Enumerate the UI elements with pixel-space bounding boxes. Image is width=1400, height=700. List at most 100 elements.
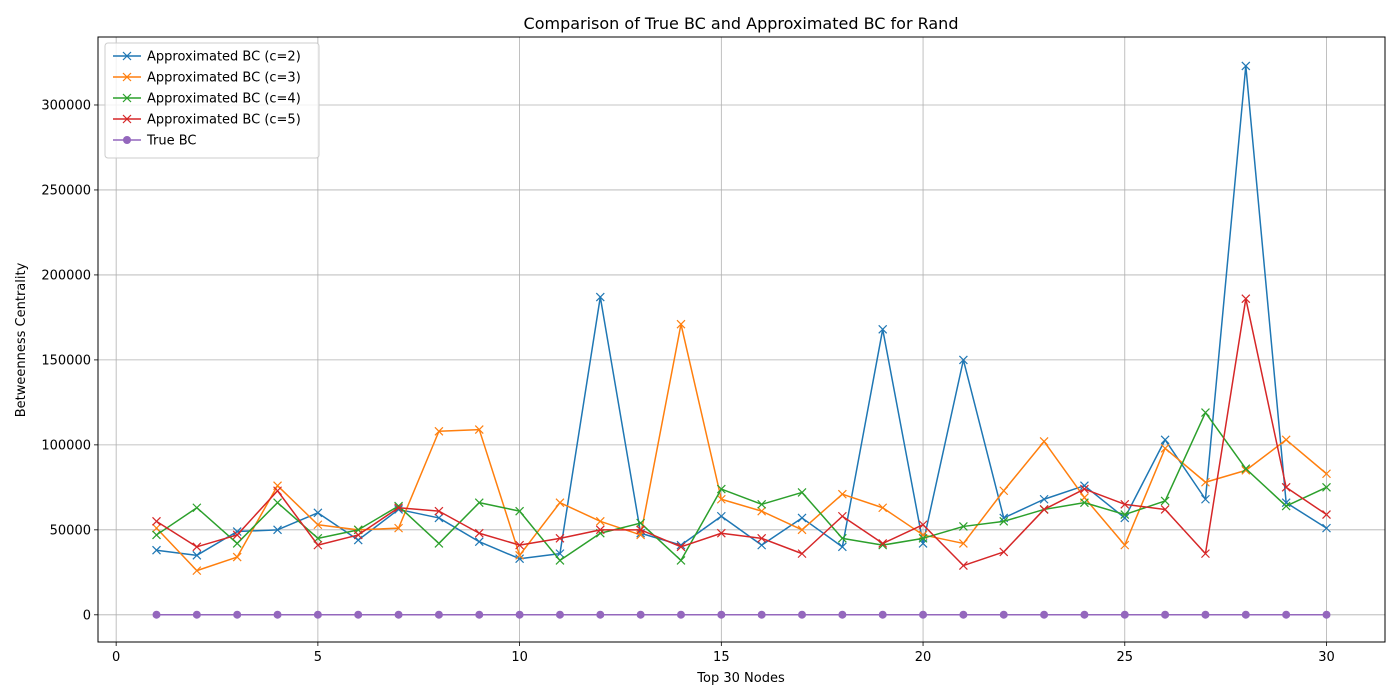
chart-title: Comparison of True BC and Approximated B…: [524, 14, 959, 33]
data-point: [515, 554, 525, 564]
marker-stroke: [313, 520, 323, 530]
data-point: [716, 484, 726, 494]
x-tick-label: 10: [511, 650, 528, 665]
marker-stroke: [757, 506, 767, 516]
marker-stroke: [676, 319, 686, 329]
data-point: [595, 292, 605, 302]
data-point: [1201, 494, 1210, 504]
legend-label: True BC: [146, 134, 197, 149]
data-point: [474, 537, 484, 547]
marker-stroke: [232, 539, 242, 548]
data-point: [958, 561, 968, 570]
data-point: [878, 539, 888, 548]
marker-stroke: [1160, 443, 1170, 453]
data-point: [1080, 498, 1089, 508]
marker-stroke: [474, 537, 484, 547]
data-point: [233, 610, 242, 619]
marker-stroke: [192, 503, 202, 513]
marker-stroke: [515, 554, 525, 564]
data-point: [1040, 610, 1049, 619]
data-point: [515, 540, 525, 550]
marker-stroke: [636, 518, 646, 528]
marker-stroke: [1201, 408, 1210, 418]
data-point: [878, 503, 888, 513]
data-point: [596, 610, 605, 619]
x-tick-label: 30: [1318, 650, 1335, 665]
data-point: [1120, 513, 1130, 523]
data-point: [1281, 435, 1291, 445]
data-point: [1120, 540, 1130, 550]
marker-stroke: [1322, 523, 1331, 533]
data-point: [474, 498, 484, 508]
y-axis-label: Betweenness Centrality: [14, 262, 29, 417]
data-point: [716, 494, 726, 504]
marker-stroke: [918, 520, 928, 530]
data-point: [273, 525, 282, 535]
legend-label: Approximated BC (c=3): [147, 71, 301, 86]
legend-item: Approximated BC (c=4): [113, 92, 301, 107]
data-point: [1160, 505, 1170, 514]
data-point: [192, 610, 201, 619]
marker-stroke: [1281, 501, 1291, 511]
series-line-3: [156, 411, 1327, 562]
marker-stroke: [999, 513, 1009, 523]
data-point: [192, 503, 202, 513]
marker-stroke: [434, 513, 444, 523]
marker-stroke: [797, 525, 807, 535]
data-point: [958, 539, 968, 548]
marker-stroke: [152, 530, 161, 540]
marker-stroke: [958, 522, 968, 531]
marker-stroke: [1120, 499, 1130, 509]
marker-stroke: [1241, 464, 1251, 474]
marker-stroke: [1241, 294, 1251, 304]
data-point: [313, 520, 323, 530]
marker-stroke: [313, 508, 323, 518]
data-point: [1161, 610, 1170, 619]
data-point: [1080, 481, 1089, 491]
marker-stroke: [676, 556, 686, 565]
marker-stroke: [515, 506, 525, 516]
data-point: [716, 511, 726, 521]
marker-stroke: [152, 516, 161, 526]
data-point: [595, 516, 605, 526]
data-point: [999, 516, 1009, 526]
data-point: [716, 528, 726, 538]
marker-stroke: [1281, 498, 1291, 508]
y-tick-label: 250000: [41, 183, 91, 198]
plot-frame: [97, 36, 1386, 643]
legend-label: Approximated BC (c=5): [147, 113, 301, 128]
data-point: [1120, 499, 1130, 509]
data-point: [1039, 494, 1049, 504]
legend-label: Approximated BC (c=2): [147, 50, 301, 65]
marker-stroke: [918, 530, 928, 540]
marker-stroke: [1039, 437, 1049, 446]
data-point: [1241, 61, 1251, 71]
data-point: [232, 539, 242, 548]
legend-item: True BC: [113, 134, 197, 149]
marker-stroke: [232, 552, 242, 562]
marker-stroke: [152, 545, 161, 555]
data-point: [959, 610, 968, 619]
marker-stroke: [434, 539, 444, 548]
marker-stroke: [515, 550, 525, 560]
marker-stroke: [837, 533, 847, 543]
marker-stroke: [878, 324, 888, 334]
data-point: [918, 533, 928, 543]
data-point: [354, 610, 363, 619]
marker-stroke: [878, 503, 888, 513]
legend-label: Approximated BC (c=4): [147, 92, 301, 107]
marker-stroke: [353, 530, 363, 540]
marker-stroke: [716, 511, 726, 521]
data-point: [394, 503, 403, 513]
data-point: [838, 610, 847, 619]
data-point: [152, 545, 161, 555]
data-point: [1160, 443, 1170, 453]
data-point: [918, 520, 928, 530]
marker-stroke: [1201, 494, 1210, 504]
data-point: [1120, 510, 1130, 519]
data-point: [717, 610, 726, 619]
marker-stroke: [999, 486, 1009, 496]
marker-stroke: [434, 426, 444, 436]
data-point: [1160, 435, 1170, 445]
y-tick-label: 150000: [41, 353, 91, 368]
